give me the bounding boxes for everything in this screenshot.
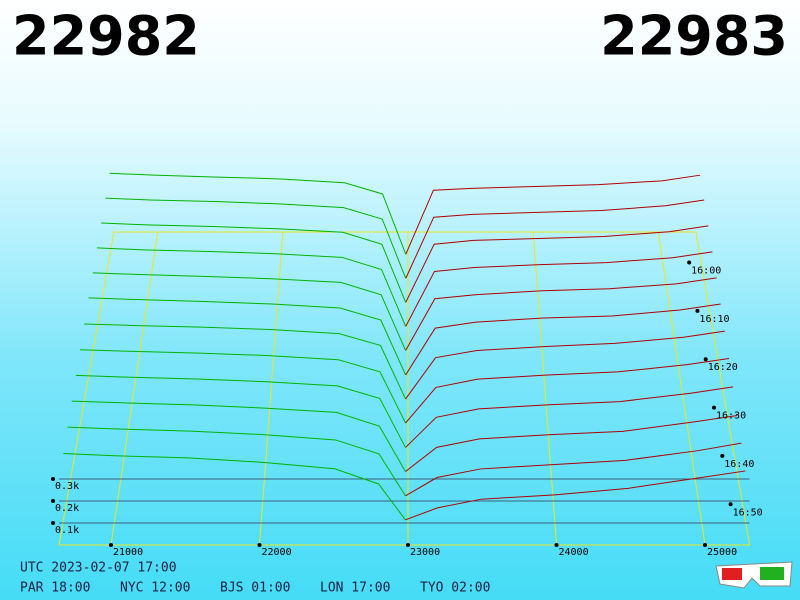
time-tick-label: 16:40 xyxy=(724,459,754,470)
price-grid-line xyxy=(532,231,557,546)
bid-depth-line xyxy=(96,247,407,327)
ask-price: 22983 xyxy=(600,5,788,68)
time-tick xyxy=(695,308,700,313)
clock-label: PAR 18:00 xyxy=(20,581,90,596)
time-tick-label: 16:20 xyxy=(708,362,738,373)
ask-depth-line xyxy=(405,174,701,255)
depth-tick xyxy=(51,477,56,481)
time-tick-label: 16:00 xyxy=(691,265,721,276)
floor-outline xyxy=(58,231,751,546)
time-tick-label: 16:50 xyxy=(733,507,763,518)
time-tick-label: 16:30 xyxy=(716,411,746,422)
bid-depth-line xyxy=(67,426,406,497)
depth-tick xyxy=(51,521,56,525)
price-tick xyxy=(703,543,707,547)
price-tick-label: 24000 xyxy=(559,547,589,558)
ask-depth-line xyxy=(405,303,721,376)
price-tick-label: 21000 xyxy=(113,547,143,558)
depth-tick xyxy=(51,499,56,503)
clock-label: TYO 02:00 xyxy=(420,581,490,596)
ask-depth-line xyxy=(405,330,725,400)
price-tick xyxy=(257,543,262,547)
price-grid-line xyxy=(110,231,159,546)
time-tick xyxy=(687,260,692,265)
bid-depth-line xyxy=(88,297,407,376)
price-tick xyxy=(554,543,559,547)
price-grid-line xyxy=(259,231,284,546)
ask-depth-line xyxy=(405,415,738,472)
depth-tick-label: 0.3k xyxy=(55,481,79,492)
bid-depth-line xyxy=(109,172,407,255)
price-tick xyxy=(109,543,113,547)
glasses-icon xyxy=(715,561,793,589)
bid-depth-line xyxy=(92,272,407,351)
price-grid-line xyxy=(657,231,706,546)
bid-depth-line xyxy=(105,197,407,279)
ask-depth-line xyxy=(405,470,746,521)
time-tick xyxy=(720,453,725,458)
bid-depth-line xyxy=(80,349,406,424)
depth-tick-label: 0.1k xyxy=(55,525,79,536)
time-tick xyxy=(712,405,717,410)
clock-label: LON 17:00 xyxy=(320,581,390,596)
time-tick xyxy=(728,502,733,507)
price-tick-label: 22000 xyxy=(262,547,292,558)
time-tick-label: 16:10 xyxy=(699,314,729,325)
depth-tick-label: 0.2k xyxy=(55,503,79,514)
utc-time: UTC 2023-02-07 17:00 xyxy=(20,561,177,576)
time-tick xyxy=(703,357,708,362)
ask-depth-line xyxy=(405,251,713,327)
bid-depth-line xyxy=(84,323,406,400)
price-tick-label: 23000 xyxy=(410,547,440,558)
price-tick-label: 25000 xyxy=(707,547,737,558)
bid-depth-line xyxy=(63,453,406,521)
clock-label: NYC 12:00 xyxy=(120,581,190,596)
bid-depth-line xyxy=(101,222,407,303)
ask-depth-line xyxy=(405,442,742,497)
price-tick xyxy=(406,543,410,547)
ask-depth-line xyxy=(405,199,705,279)
bid-depth-line xyxy=(75,374,406,448)
ask-depth-line xyxy=(405,357,729,424)
bid-price: 22982 xyxy=(12,5,200,68)
ask-depth-line xyxy=(405,277,717,351)
clock-label: BJS 01:00 xyxy=(220,581,290,596)
ask-depth-line xyxy=(405,225,709,303)
ask-depth-line xyxy=(405,386,734,448)
bid-depth-line xyxy=(71,400,406,472)
